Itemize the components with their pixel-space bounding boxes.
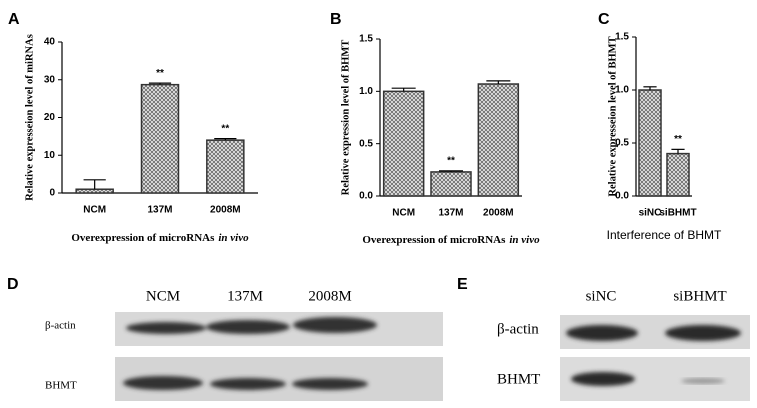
x-tick-label: NCM bbox=[392, 208, 415, 219]
x-axis-label-part: in vivo bbox=[509, 234, 540, 246]
blot-image bbox=[115, 312, 443, 401]
bar bbox=[666, 152, 690, 197]
lane-label: 137M bbox=[227, 288, 263, 304]
x-tick-label: 137M bbox=[438, 208, 463, 219]
significance-label: ** bbox=[674, 134, 682, 145]
bar bbox=[477, 83, 520, 197]
y-tick-label: 1.5 bbox=[359, 34, 373, 45]
blot-image bbox=[560, 315, 750, 401]
y-tick-label: 40 bbox=[44, 37, 56, 48]
y-tick-label: 0.5 bbox=[359, 138, 373, 149]
panel-letter: E bbox=[457, 276, 468, 293]
x-axis-label-part: in vivo bbox=[218, 232, 249, 244]
x-axis-label: Overexpression of microRNAs in vivo bbox=[71, 232, 249, 244]
significance-label: ** bbox=[221, 123, 229, 134]
y-tick-label: 0.0 bbox=[359, 191, 373, 202]
lane-label: NCM bbox=[146, 288, 180, 304]
y-tick-label: 30 bbox=[44, 74, 56, 85]
x-axis-label-part: Overexpression of microRNAs bbox=[71, 232, 215, 244]
panel-letter: A bbox=[8, 11, 20, 28]
y-tick-label: 1.5 bbox=[615, 32, 629, 43]
lane-label: 2008M bbox=[308, 288, 351, 304]
y-tick-label: 1.0 bbox=[359, 86, 373, 97]
x-axis-label-part: Interference of BHMT bbox=[607, 228, 722, 242]
x-axis-label: Interference of BHMT bbox=[607, 228, 722, 242]
y-axis-label: Relative expresseion level of BHMT bbox=[607, 36, 618, 196]
bar bbox=[75, 188, 114, 194]
row-label: BHMT bbox=[497, 371, 540, 387]
y-tick-label: 0.5 bbox=[615, 138, 629, 149]
y-tick-label: 20 bbox=[44, 112, 56, 123]
x-tick-label: siBHMT bbox=[659, 208, 696, 219]
bar bbox=[638, 89, 662, 197]
y-axis-label: Relative expression level of BHMT bbox=[340, 40, 351, 196]
row-label: β-actin bbox=[45, 320, 76, 332]
panel-letter: B bbox=[330, 11, 342, 28]
y-tick-label: 10 bbox=[44, 150, 56, 161]
x-tick-label: 2008M bbox=[483, 208, 514, 219]
panel-letter: C bbox=[598, 11, 610, 28]
x-tick-label: 137M bbox=[147, 205, 172, 216]
bar bbox=[430, 171, 472, 197]
bar bbox=[140, 83, 180, 194]
bar bbox=[206, 139, 245, 194]
significance-label: ** bbox=[447, 156, 455, 167]
lane-label: siNC bbox=[586, 288, 617, 304]
x-axis-label: Overexpression of microRNAs in vivo bbox=[362, 234, 540, 246]
y-axis-label: Relative expresseion level of miRNAs bbox=[24, 34, 35, 201]
significance-label: ** bbox=[156, 68, 164, 79]
y-tick-label: 0.0 bbox=[615, 191, 629, 202]
y-tick-label: 0 bbox=[49, 188, 55, 199]
x-tick-label: NCM bbox=[83, 205, 106, 216]
x-tick-label: 2008M bbox=[210, 205, 241, 216]
x-tick-label: siNC bbox=[639, 208, 662, 219]
row-label: BHMT bbox=[45, 380, 77, 392]
y-tick-label: 1.0 bbox=[615, 85, 629, 96]
row-label: β-actin bbox=[497, 321, 539, 337]
panel-letter: D bbox=[7, 276, 19, 293]
bar bbox=[382, 90, 425, 197]
x-axis-label-part: Overexpression of microRNAs bbox=[362, 234, 506, 246]
lane-label: siBHMT bbox=[673, 288, 726, 304]
